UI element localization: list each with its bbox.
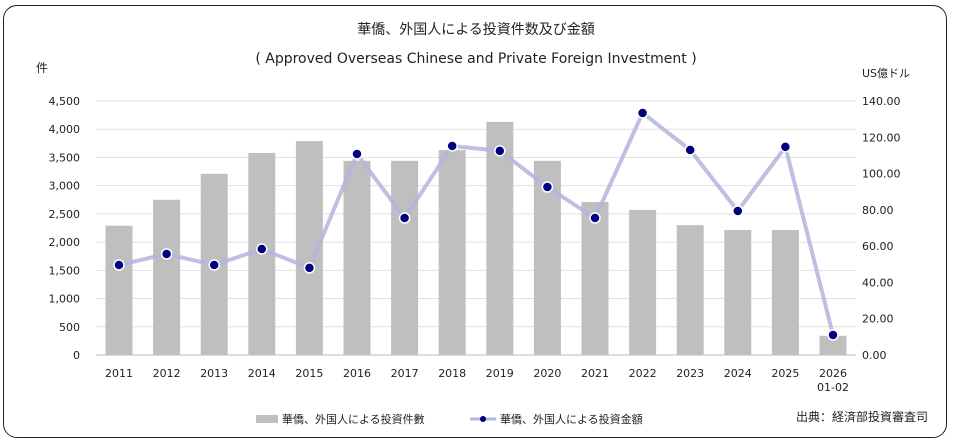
bar [581, 202, 609, 355]
line-point [303, 262, 316, 274]
source-note: 出典：経済部投資審査司 [796, 409, 928, 424]
line-point [636, 107, 649, 119]
bar [153, 199, 181, 355]
left-tick-label: 4,500 [49, 95, 81, 108]
series-line [118, 110, 835, 336]
x-tick-label: 2022 [629, 367, 657, 380]
chart-subtitle: ( Approved Overseas Chinese and Private … [255, 51, 696, 67]
line-point [113, 259, 125, 271]
right-tick-label: 140.00 [862, 95, 901, 108]
left-tick-label: 4,000 [49, 123, 81, 136]
left-tick-label: 3,000 [49, 180, 81, 193]
x-tick-label: 2024 [724, 367, 752, 380]
x-tick-label: 2014 [248, 367, 276, 380]
x-tick-label: 2011 [105, 367, 133, 380]
line-point [351, 148, 363, 160]
x-tick-label: 2018 [438, 367, 466, 380]
x-tick-label: 2017 [391, 367, 419, 380]
bar [724, 229, 752, 355]
x-tick-label: 2020 [533, 367, 561, 380]
bar [771, 229, 799, 355]
left-tick-label: 500 [59, 321, 80, 334]
left-tick-label: 1,000 [49, 293, 81, 306]
legend-line-label: 華僑、外国人による投資金額 [500, 412, 643, 426]
bar [629, 209, 657, 355]
line-point [398, 212, 411, 224]
x-tick-label: 2026 [819, 367, 847, 380]
line-point [684, 144, 696, 156]
x-tick-label: 2019 [486, 367, 514, 380]
bar [676, 225, 704, 355]
right-tick-label: 20.00 [862, 313, 894, 326]
x-tick-label: 2021 [581, 367, 609, 380]
bar [343, 160, 371, 355]
right-tick-label: 60.00 [862, 240, 894, 253]
line-point [779, 141, 792, 153]
chart-title: 華僑、外国人による投資件数及び金額 [357, 22, 595, 38]
left-tick-label: 2,000 [49, 236, 81, 249]
line-point [589, 212, 601, 224]
line-point [494, 145, 506, 157]
line-point [160, 248, 173, 260]
x-tick-label: 01-02 [817, 381, 849, 394]
x-tick-label: 2012 [153, 367, 181, 380]
line-point [256, 243, 268, 255]
left-tick-label: 0 [73, 349, 80, 362]
right-tick-label: 100.00 [862, 168, 901, 181]
left-tick-label: 1,500 [49, 264, 81, 277]
legend-line-marker [480, 416, 486, 422]
bar [105, 225, 133, 355]
legend-bar-swatch [256, 415, 278, 423]
left-tick-label: 2,500 [49, 208, 81, 221]
right-tick-label: 40.00 [862, 276, 894, 289]
line-point [732, 205, 744, 217]
left-tick-label: 3,500 [49, 151, 81, 164]
right-tick-label: 80.00 [862, 204, 894, 217]
line-point [827, 329, 839, 341]
bar [486, 121, 514, 355]
x-tick-label: 2025 [771, 367, 799, 380]
x-tick-label: 2013 [200, 367, 228, 380]
line-point [208, 259, 220, 271]
legend-bar-label: 華僑、外国人による投資件數 [282, 412, 425, 426]
bar [391, 160, 419, 355]
x-tick-label: 2023 [676, 367, 704, 380]
x-tick-label: 2016 [343, 367, 371, 380]
line-point [446, 140, 458, 152]
right-axis-label: US億ドル [862, 67, 910, 80]
right-tick-label: 0.00 [862, 349, 887, 362]
x-tick-label: 2015 [295, 367, 323, 380]
chart-frame [3, 5, 947, 438]
right-tick-label: 120.00 [862, 131, 901, 144]
bar [438, 150, 466, 355]
bar [819, 335, 847, 355]
line-point [541, 181, 554, 193]
left-axis-label: 件 [36, 61, 48, 75]
legend: 華僑、外国人による投資件數 華僑、外国人による投資金額 [256, 412, 643, 426]
